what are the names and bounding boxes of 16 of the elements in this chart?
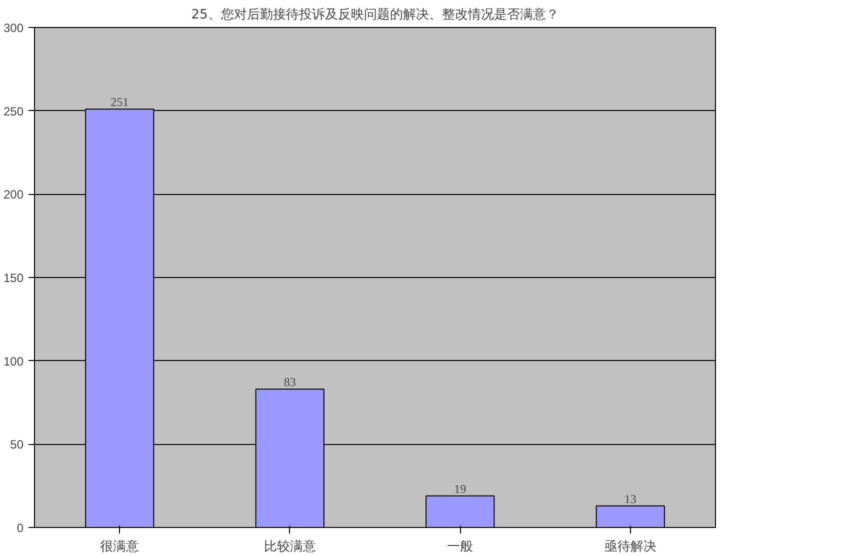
y-tick-label: 150 xyxy=(3,271,24,285)
y-tick-label: 200 xyxy=(3,188,24,202)
data-label: 13 xyxy=(624,492,636,506)
y-tick-label: 0 xyxy=(16,521,24,535)
x-tick-label: 比较满意 xyxy=(264,538,316,554)
y-tick-label: 50 xyxy=(10,438,24,452)
y-tick-label: 250 xyxy=(3,104,24,118)
data-label: 251 xyxy=(110,95,129,110)
data-label: 19 xyxy=(454,482,466,496)
chart-title: 25、您对后勤接待投诉及反映问题的解决、整改情况是否满意？ xyxy=(191,8,559,22)
x-tick-label: 一般 xyxy=(447,538,474,554)
y-tick-label: 300 xyxy=(3,21,24,35)
x-tick-label: 亟待解决 xyxy=(604,538,656,554)
y-tick-label: 100 xyxy=(3,354,24,368)
data-label: 83 xyxy=(284,375,296,390)
x-tick-label: 很满意 xyxy=(100,538,140,554)
